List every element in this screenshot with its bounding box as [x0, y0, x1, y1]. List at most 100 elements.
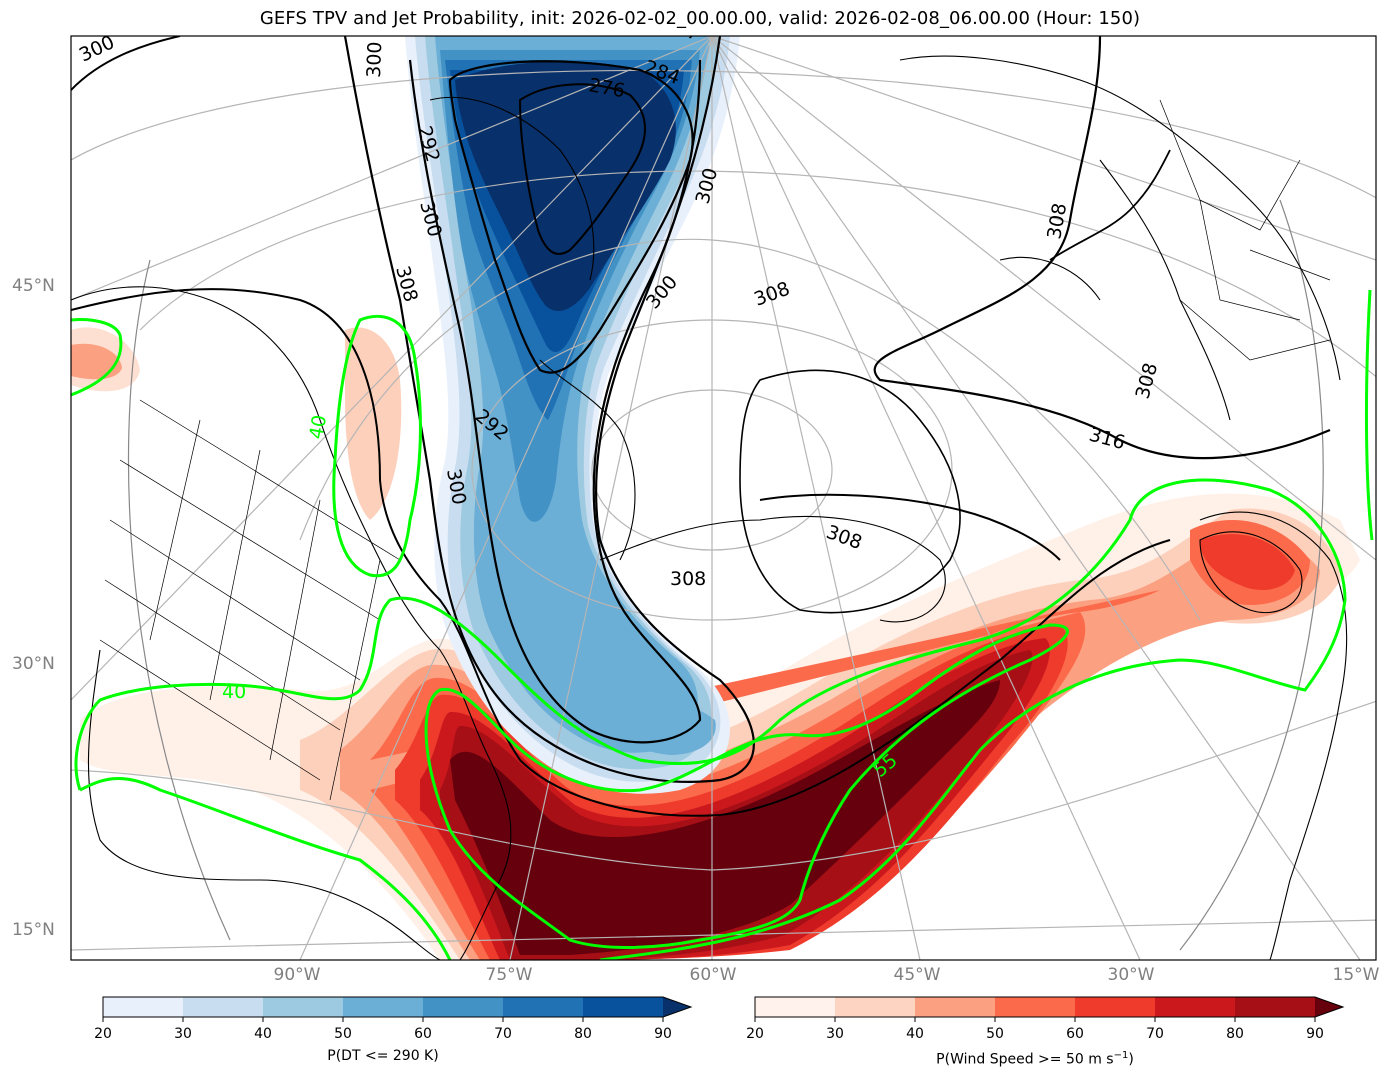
meridian-e — [711, 36, 1141, 960]
colorbar-wind — [754, 996, 1345, 1022]
figure-title: GEFS TPV and Jet Probability, init: 2026… — [259, 8, 1141, 29]
dt-prob-south-blob — [605, 696, 716, 755]
cb-dt-swatch — [103, 997, 183, 1017]
cb-dt-swatch — [503, 997, 583, 1017]
cb-wind-swatch — [835, 997, 915, 1017]
cb-wind-title-sup: −1 — [1113, 1050, 1129, 1061]
wind-40-south — [74, 478, 1347, 960]
cb-wind-tick-label: 40 — [906, 1026, 924, 1042]
cb-wind-tick-label: 60 — [1066, 1026, 1084, 1042]
cb-wind-title-main: P(Wind Speed >= 50 m s — [936, 1051, 1114, 1068]
theta-308-europe — [1049, 149, 1171, 261]
meridian-j — [711, 36, 1376, 261]
lat-circle-60 — [139, 170, 1376, 378]
lon-label-45w: 45°W — [893, 965, 941, 985]
wind-prob-90 — [450, 680, 1000, 955]
grey-arc-left — [127, 259, 231, 941]
cb-dt-title: P(DT <= 290 K) — [327, 1048, 439, 1064]
theta-300-nw — [71, 36, 181, 91]
lat-circle-45 — [71, 69, 1376, 199]
cb-dt-tick-label: 60 — [414, 1026, 432, 1042]
theta-292 — [408, 59, 702, 744]
colorbar-dt — [102, 996, 693, 1022]
cb-wind-swatch — [1075, 997, 1155, 1017]
cb-wind-tick-label: 90 — [1306, 1026, 1324, 1042]
cb-dt-extend-arrow — [663, 997, 691, 1017]
gulf-coast — [87, 649, 441, 960]
cb-dt-tick-label: 80 — [574, 1026, 592, 1042]
wind-label: 40 — [305, 413, 331, 441]
cb-dt-ticks — [102, 1017, 664, 1022]
cb-dt-swatch — [263, 997, 343, 1017]
cb-wind-swatch — [1235, 997, 1315, 1017]
map-frame — [70, 35, 1377, 961]
theta-300-outer — [343, 36, 755, 783]
lon-label-15w: 15°W — [1332, 965, 1380, 985]
theta-label: 300 — [363, 41, 386, 78]
lon-label-30w: 30°W — [1107, 965, 1155, 985]
greenland — [739, 369, 961, 614]
meridian-i — [71, 36, 713, 301]
lat-label-15: 15°N — [12, 920, 55, 940]
wind-label: 40 — [222, 681, 246, 703]
meridian-h — [711, 36, 1376, 561]
cb-dt-outline — [102, 996, 693, 1018]
north-america-coast — [71, 286, 512, 960]
wind-40-east-edge — [1364, 289, 1374, 541]
theta-308-west — [71, 288, 1171, 817]
wind-40-west — [71, 318, 123, 397]
wind-prob-central-blob — [345, 327, 402, 520]
meridian-f — [711, 36, 1361, 960]
coastlines-borders — [71, 55, 1348, 960]
theta-label: 300 — [675, 0, 712, 42]
theta-contours — [71, 36, 1331, 817]
lon-label-90w: 90°W — [273, 965, 321, 985]
meridian-b — [299, 36, 713, 960]
cb-wind-outline — [754, 996, 1345, 1018]
cb-wind-swatch — [995, 997, 1075, 1017]
iberia — [1199, 531, 1303, 614]
cb-wind-ticks — [754, 1017, 1316, 1022]
cb-wind-tick-label: 80 — [1226, 1026, 1244, 1042]
cb-dt-swatch — [423, 997, 503, 1017]
cb-wind-title: P(Wind Speed >= 50 m s−1) — [885, 1050, 1185, 1068]
tpv-probability-field — [405, 36, 740, 794]
cb-wind-tick-label: 50 — [986, 1026, 1004, 1042]
cb-wind-swatch — [1155, 997, 1235, 1017]
cb-dt-swatch — [343, 997, 423, 1017]
lon-label-60w: 60°W — [689, 965, 737, 985]
cb-dt-tick-label: 30 — [174, 1026, 192, 1042]
lat-label-45: 45°N — [12, 276, 55, 296]
cb-wind-tick-label: 20 — [746, 1026, 764, 1042]
cb-dt-swatch — [183, 997, 263, 1017]
meridian-d — [711, 36, 921, 960]
map-area: 300 300 276 284 300 292 300 308 300 308 … — [71, 0, 1376, 960]
wind-40-central — [332, 314, 422, 578]
meridian-g — [71, 36, 713, 701]
canada-islands — [429, 96, 946, 623]
cb-wind-title-end: ) — [1128, 1051, 1134, 1068]
africa-coast — [1199, 511, 1348, 960]
cb-dt-tick-label: 40 — [254, 1026, 272, 1042]
cb-wind-swatch — [915, 997, 995, 1017]
cb-wind-swatch — [755, 997, 835, 1017]
cb-dt-tick-label: 90 — [654, 1026, 672, 1042]
wind-55-core — [424, 623, 1069, 949]
cb-dt-tick-label: 70 — [494, 1026, 512, 1042]
theta-316 — [873, 36, 1331, 460]
cb-dt-tick-label: 50 — [334, 1026, 352, 1042]
cb-wind-tick-label: 70 — [1146, 1026, 1164, 1042]
lon-label-75w: 75°W — [485, 965, 533, 985]
lat-label-30: 30°N — [12, 654, 55, 674]
cb-dt-swatch — [583, 997, 663, 1017]
dt-prob-90 — [455, 61, 676, 311]
theta-284 — [448, 60, 694, 374]
theta-308-east — [759, 493, 1061, 561]
theta-label: 308 — [670, 568, 706, 590]
wind-contours — [71, 289, 1374, 960]
cb-wind-tick-label: 30 — [826, 1026, 844, 1042]
grey-arc-right — [1179, 199, 1324, 951]
graticule — [71, 36, 1376, 960]
cb-wind-extend-arrow — [1315, 997, 1343, 1017]
